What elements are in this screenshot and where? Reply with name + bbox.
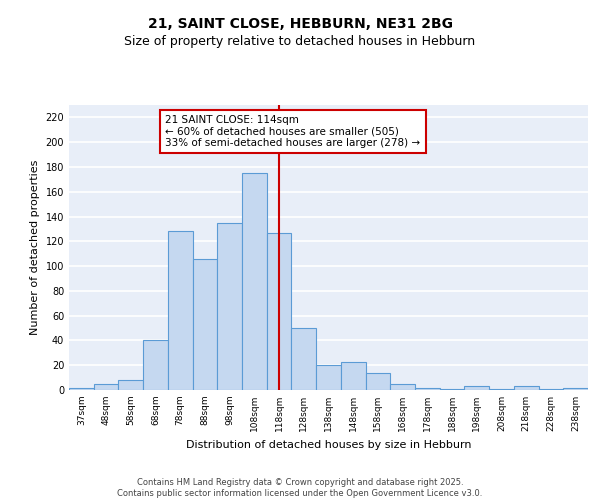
Bar bbox=[316, 365, 341, 390]
Bar bbox=[292, 328, 316, 390]
Bar bbox=[341, 362, 365, 390]
Bar bbox=[267, 232, 292, 390]
Bar bbox=[168, 232, 193, 390]
Bar bbox=[143, 340, 168, 390]
Bar bbox=[193, 258, 217, 390]
Bar bbox=[539, 389, 563, 390]
Bar bbox=[563, 388, 588, 390]
Text: Contains HM Land Registry data © Crown copyright and database right 2025.
Contai: Contains HM Land Registry data © Crown c… bbox=[118, 478, 482, 498]
Bar bbox=[118, 380, 143, 390]
Text: 21 SAINT CLOSE: 114sqm
← 60% of detached houses are smaller (505)
33% of semi-de: 21 SAINT CLOSE: 114sqm ← 60% of detached… bbox=[166, 115, 421, 148]
Bar bbox=[415, 388, 440, 390]
Text: 21, SAINT CLOSE, HEBBURN, NE31 2BG: 21, SAINT CLOSE, HEBBURN, NE31 2BG bbox=[148, 18, 452, 32]
Bar bbox=[514, 386, 539, 390]
Text: Size of property relative to detached houses in Hebburn: Size of property relative to detached ho… bbox=[124, 35, 476, 48]
Bar bbox=[365, 372, 390, 390]
Bar bbox=[390, 384, 415, 390]
Bar bbox=[217, 222, 242, 390]
Bar bbox=[242, 173, 267, 390]
X-axis label: Distribution of detached houses by size in Hebburn: Distribution of detached houses by size … bbox=[186, 440, 471, 450]
Y-axis label: Number of detached properties: Number of detached properties bbox=[30, 160, 40, 335]
Bar bbox=[69, 388, 94, 390]
Bar bbox=[440, 389, 464, 390]
Bar bbox=[94, 384, 118, 390]
Bar bbox=[489, 389, 514, 390]
Bar bbox=[464, 386, 489, 390]
